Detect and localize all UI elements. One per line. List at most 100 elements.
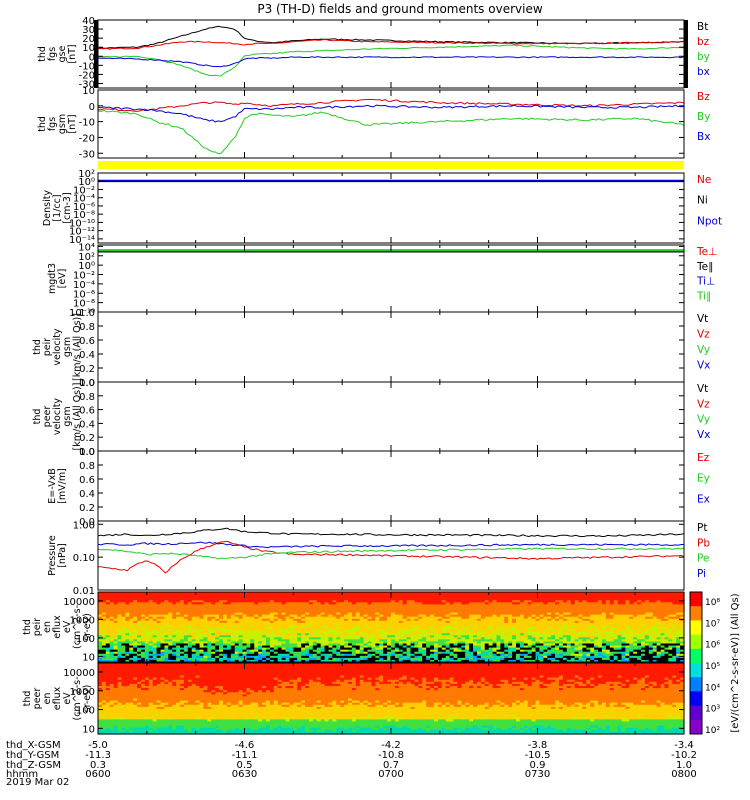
heatmap-cell xyxy=(121,614,126,618)
heatmap-cell xyxy=(281,616,287,620)
y-tick-label: 0.4 xyxy=(79,419,95,430)
heatmap-cell xyxy=(504,659,509,663)
heatmap-cell xyxy=(340,649,345,653)
heatmap-cell xyxy=(168,659,173,663)
heatmap-cell xyxy=(578,639,584,643)
heatmap-cell xyxy=(422,614,427,618)
heatmap-cell xyxy=(191,594,197,597)
heatmap-cell xyxy=(383,635,388,638)
heatmap-cell xyxy=(164,655,169,659)
heatmap-cell xyxy=(562,608,568,612)
heatmap-cell xyxy=(437,598,443,601)
heatmap-cell xyxy=(480,629,486,632)
heatmap-cell xyxy=(426,598,431,601)
heatmap-cell xyxy=(527,608,533,612)
heatmap-cell xyxy=(394,616,400,620)
heatmap-cell xyxy=(363,596,369,599)
heatmap-cell xyxy=(484,653,490,657)
heatmap-cell xyxy=(469,618,474,622)
heatmap-cell xyxy=(226,645,232,649)
heatmap-cell xyxy=(250,639,255,643)
heatmap-cell xyxy=(355,631,361,634)
heatmap-cell xyxy=(351,649,357,653)
heatmap-cell xyxy=(516,616,521,620)
heatmap-cell xyxy=(461,635,466,638)
heatmap-cell xyxy=(558,653,564,657)
heatmap-cell xyxy=(551,651,556,655)
heatmap-cell xyxy=(496,618,501,622)
heatmap-cell xyxy=(265,643,271,647)
heatmap-cell xyxy=(480,627,486,630)
panel-frame xyxy=(97,19,685,89)
heatmap-cell xyxy=(387,624,392,628)
heatmap-cell xyxy=(109,629,115,632)
heatmap-cell xyxy=(269,604,275,608)
heatmap-cell xyxy=(281,631,287,634)
heatmap-cell xyxy=(246,643,251,647)
heatmap-cell xyxy=(601,641,607,645)
heatmap-cell xyxy=(449,659,455,663)
legend-label: Vy xyxy=(697,414,710,426)
heatmap-cell xyxy=(203,616,208,620)
heatmap-cell xyxy=(469,637,474,640)
heatmap-cell xyxy=(457,600,462,603)
heatmap-cell xyxy=(363,639,369,643)
heatmap-cell xyxy=(613,633,619,636)
heatmap-cell xyxy=(152,598,158,601)
heatmap-cell xyxy=(133,657,138,661)
heatmap-cell xyxy=(551,618,556,622)
heatmap-cell xyxy=(605,600,611,603)
heatmap-cell xyxy=(199,643,205,647)
heatmap-cell xyxy=(414,596,419,599)
heatmap-cell xyxy=(539,657,544,661)
heatmap-cell xyxy=(457,594,462,597)
heatmap-cell xyxy=(508,610,513,614)
heatmap-cell xyxy=(242,637,248,640)
heatmap-cell xyxy=(215,643,220,647)
heatmap-cell xyxy=(512,633,517,636)
series-line-by xyxy=(97,44,685,77)
heatmap-cell xyxy=(203,600,208,603)
heatmap-cell xyxy=(558,643,564,647)
heatmap-cell xyxy=(516,592,521,595)
heatmap-cell xyxy=(523,596,529,599)
heatmap-cell xyxy=(238,633,244,636)
heatmap-cell xyxy=(195,610,201,614)
heatmap-cell xyxy=(609,633,615,636)
heatmap-cell xyxy=(105,627,111,630)
heatmap-cell xyxy=(262,653,267,657)
heatmap-cell xyxy=(191,608,197,612)
heatmap-cell xyxy=(445,635,451,638)
heatmap-cell xyxy=(140,596,146,599)
heatmap-cell xyxy=(609,616,615,620)
heatmap-cell xyxy=(449,624,455,628)
heatmap-cell xyxy=(445,655,451,659)
heatmap-cell xyxy=(207,633,212,636)
heatmap-cell xyxy=(332,637,337,640)
heatmap-cell xyxy=(328,651,333,655)
heatmap-cell xyxy=(508,618,513,622)
heatmap-cell xyxy=(414,653,419,657)
heatmap-cell xyxy=(285,627,291,630)
heatmap-cell xyxy=(605,602,611,605)
heatmap-cell xyxy=(551,624,556,628)
heatmap-cell xyxy=(355,655,361,659)
heatmap-cell xyxy=(555,598,560,601)
heatmap-cell xyxy=(250,612,255,616)
heatmap-cell xyxy=(238,598,244,601)
heatmap-cell xyxy=(289,649,294,653)
heatmap-cell xyxy=(383,606,388,610)
heatmap-cell xyxy=(609,649,615,653)
heatmap-cell xyxy=(211,629,216,632)
heatmap-cell xyxy=(262,627,267,630)
heatmap-cell xyxy=(277,614,283,618)
heatmap-cell xyxy=(277,649,283,653)
heatmap-cell xyxy=(433,612,439,616)
heatmap-cell xyxy=(250,633,255,636)
heatmap-cell xyxy=(281,614,287,618)
heatmap-cell xyxy=(348,592,353,595)
heatmap-cell xyxy=(168,627,173,630)
heatmap-cell xyxy=(469,614,474,618)
heatmap-cell xyxy=(594,657,599,661)
heatmap-cell xyxy=(523,633,529,636)
